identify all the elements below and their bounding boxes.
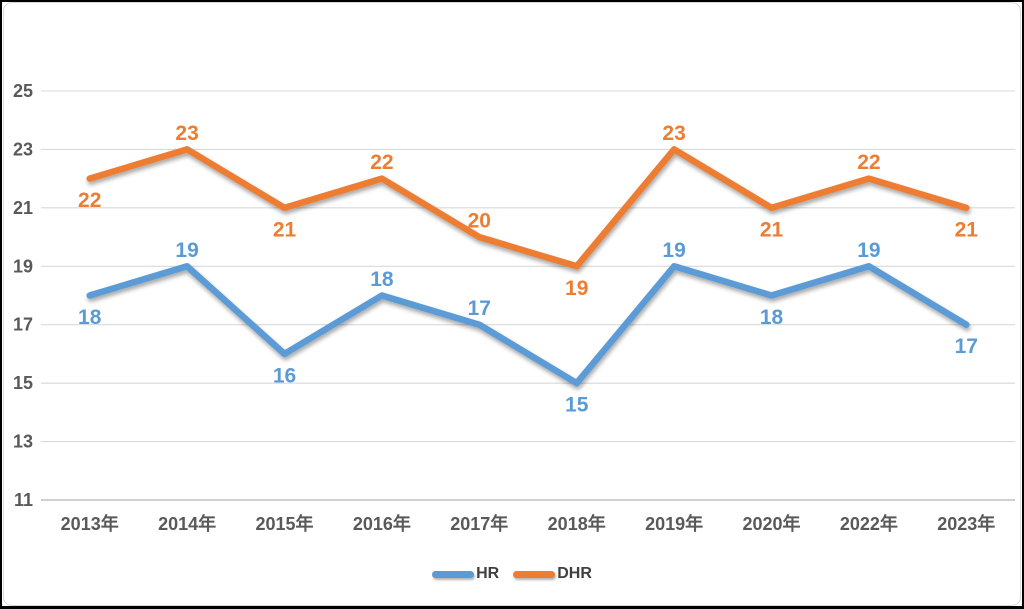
dhr-data-label: 21 [955,218,979,241]
x-axis-label: 2022年 [840,513,898,534]
dhr-data-label: 19 [565,277,588,300]
legend-label-hr: HR [476,565,500,582]
dhr-data-label: 23 [662,122,685,145]
y-axis-tick-label: 11 [14,490,33,510]
hr-data-label: 18 [78,306,102,329]
hr-data-label: 18 [370,268,394,291]
hr-data-label: 19 [175,239,198,262]
y-axis-tick-label: 19 [13,256,33,276]
y-axis-tick-label: 15 [13,373,33,393]
y-axis-tick-label: 25 [13,81,33,101]
legend-item-hr: HR [432,566,499,582]
hr-data-label: 17 [468,297,491,320]
hr-data-label: 15 [565,394,589,417]
x-axis-label: 2014年 [158,513,216,534]
hr-data-label: 17 [955,335,978,358]
y-axis-tick-label: 13 [13,432,33,452]
x-axis-label: 2020年 [742,513,800,534]
dhr-data-label: 23 [175,122,198,145]
dhr-line [86,146,970,270]
dhr-data-label: 22 [78,189,101,212]
hr-line [86,263,970,387]
dhr-data-label: 21 [760,218,784,241]
y-axis-tick-label: 21 [13,198,33,218]
y-axis-tick-label: 23 [13,139,33,159]
dhr-line-swatch [513,570,556,578]
legend-label-dhr: DHR [557,565,592,582]
x-axis-label: 2023年 [937,513,995,534]
legend-item-dhr: DHR [513,566,592,582]
hr-data-label: 16 [273,364,296,387]
x-axis-label: 2013年 [61,513,119,534]
legend: HR DHR [0,566,1024,582]
hr-data-label: 19 [857,239,880,262]
x-axis-label: 2017年 [450,513,508,534]
x-axis-label: 2019年 [645,513,703,534]
dhr-data-label: 22 [857,151,880,174]
hr-line-swatch [432,570,475,578]
x-axis-label: 2016年 [353,513,411,534]
hr-data-label: 18 [760,306,784,329]
hr-data-label: 19 [662,239,685,262]
dhr-data-label: 22 [370,151,393,174]
x-axis-label: 2015年 [255,513,313,534]
x-axis-label: 2018年 [548,513,606,534]
dhr-data-label: 20 [468,210,491,233]
dhr-data-label: 21 [273,218,297,241]
y-axis-tick-label: 17 [13,315,33,335]
